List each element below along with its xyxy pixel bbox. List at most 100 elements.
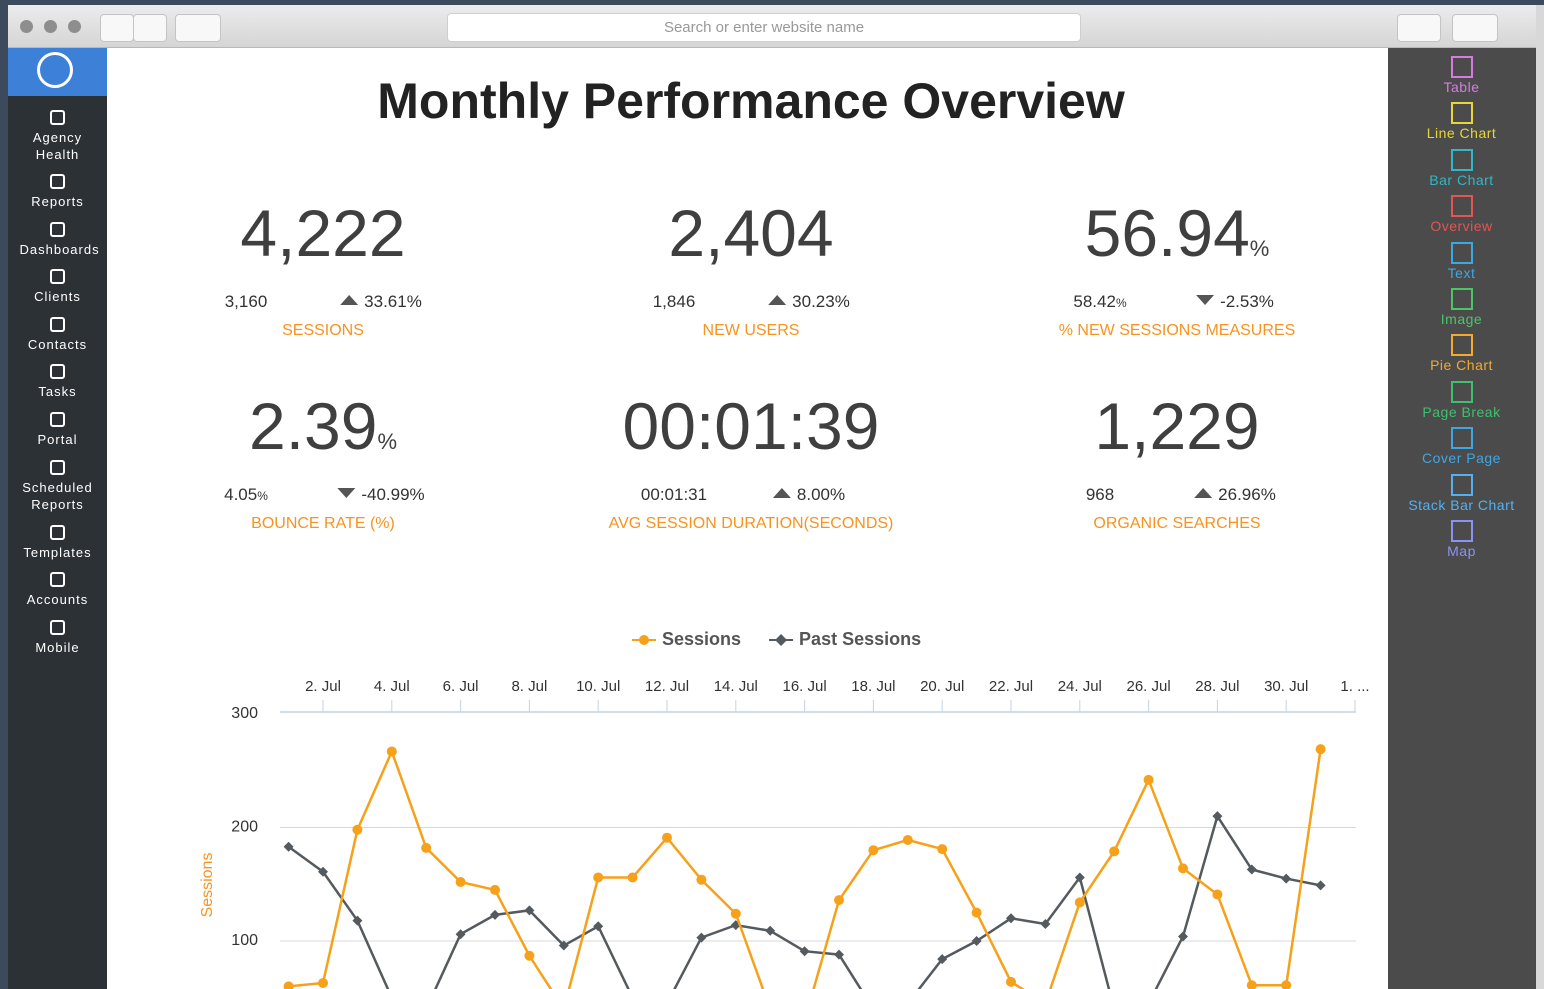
sidebar-item[interactable]: Templates	[8, 525, 107, 561]
metric-label: SESSIONS	[282, 322, 364, 339]
metric-previous: 58.42%	[1073, 292, 1126, 312]
widget-item[interactable]: Overview	[1388, 195, 1535, 234]
sidebar: Agency Health Reports Dashboards Clients Con…	[8, 48, 107, 989]
x-tick-label: 28. Jul	[1195, 678, 1239, 695]
sidebar-label: Portal	[37, 432, 78, 447]
data-point	[1109, 846, 1120, 857]
logo[interactable]	[8, 48, 107, 96]
change-value: -2.53%	[1220, 292, 1274, 311]
previous-unit: %	[1115, 296, 1127, 310]
data-point	[455, 929, 466, 940]
zoom-button[interactable]	[68, 20, 81, 33]
metric-label: AVG SESSION DURATION(SECONDS)	[608, 515, 894, 532]
widget-item[interactable]: Image	[1388, 288, 1535, 327]
widget-panel: Table Line Chart Bar Chart Overview Text Imag…	[1388, 48, 1535, 989]
sidebar-label: Contacts	[27, 337, 88, 352]
widget-icon	[1450, 102, 1473, 125]
sidebar-button[interactable]	[175, 14, 221, 42]
metric-change: -2.53%	[1196, 292, 1274, 312]
data-point	[868, 845, 879, 856]
metric-number: 2,404	[668, 196, 834, 270]
report-canvas	[107, 48, 1388, 989]
x-tick-label: 8. Jul	[511, 678, 547, 695]
legend-label: Past Sessions	[799, 629, 921, 649]
widget-item[interactable]: Page Break	[1388, 380, 1535, 420]
widget-item[interactable]: Stack Bar Chart	[1388, 473, 1535, 513]
widget-label: Overview	[1430, 218, 1493, 235]
data-point	[593, 872, 604, 883]
sidebar-label: Scheduled Reports	[22, 480, 93, 512]
data-point	[937, 844, 948, 855]
back-button[interactable]	[100, 14, 134, 42]
sidebar-item[interactable]: Reports	[8, 174, 107, 210]
sidebar-label: Reports	[31, 194, 84, 209]
data-point	[352, 915, 363, 926]
widget-item[interactable]: Bar Chart	[1388, 148, 1535, 188]
widget-icon	[1450, 520, 1473, 542]
sidebar-label: Clients	[34, 289, 81, 304]
data-point	[1074, 897, 1085, 908]
widget-icon	[1450, 427, 1473, 450]
trend-arrow	[1194, 488, 1213, 498]
widget-label: Map	[1447, 543, 1476, 559]
sidebar-item[interactable]: Contacts	[8, 317, 107, 353]
x-tick-label: 20. Jul	[920, 678, 964, 695]
metric-label: NEW USERS	[702, 322, 800, 339]
sidebar-icon	[50, 364, 65, 379]
metric-previous: 1,846	[653, 292, 696, 312]
sidebar-item[interactable]: Scheduled Reports	[8, 460, 107, 513]
sidebar-icon	[50, 412, 65, 427]
sidebar-item[interactable]: Mobile	[8, 620, 107, 656]
metric-change: 30.23%	[768, 292, 850, 312]
widget-item[interactable]: Table	[1388, 56, 1535, 95]
data-point	[1246, 980, 1257, 989]
widget-item[interactable]: Text	[1388, 241, 1535, 281]
sidebar-icon	[50, 525, 65, 540]
metric-previous: 4.05%	[224, 485, 268, 505]
y-tick-label: 100	[231, 932, 258, 949]
address-bar[interactable]: Search or enter website name	[447, 13, 1081, 42]
x-tick-label: 14. Jul	[714, 678, 758, 695]
widget-label: Table	[1443, 79, 1480, 95]
x-tick-label: 22. Jul	[989, 678, 1033, 695]
metric-value: 1,229	[967, 393, 1387, 459]
forward-button[interactable]	[133, 14, 167, 42]
data-point	[1315, 880, 1326, 891]
x-tick-label: 2. Jul	[305, 678, 341, 695]
data-point	[765, 925, 776, 936]
widget-icon	[1450, 56, 1473, 78]
legend-label: Sessions	[662, 629, 741, 649]
widget-label: Page Break	[1422, 403, 1501, 420]
trend-arrow	[772, 488, 791, 498]
x-tick-label: 18. Jul	[851, 678, 895, 695]
trend-arrow	[337, 488, 356, 498]
download-button[interactable]	[1452, 14, 1498, 42]
window-edge	[1536, 5, 1544, 989]
change-value: 26.96%	[1218, 485, 1276, 504]
data-point	[593, 921, 604, 932]
sidebar-icon	[50, 269, 65, 284]
close-button[interactable]	[20, 20, 33, 33]
sidebar-item[interactable]: Accounts	[8, 572, 107, 608]
data-point	[902, 834, 913, 845]
data-point	[490, 909, 500, 920]
widget-item[interactable]: Line Chart	[1388, 102, 1535, 141]
data-point	[1212, 889, 1223, 900]
sidebar-item[interactable]: Dashboards	[8, 222, 107, 258]
share-button[interactable]	[1397, 14, 1441, 42]
metric-value: 4,222	[113, 200, 533, 266]
metric-number: 00:01:39	[622, 389, 880, 463]
y-tick-label: 300	[231, 705, 258, 722]
widget-item[interactable]: Pie Chart	[1388, 334, 1535, 373]
sidebar-item[interactable]: Portal	[8, 412, 107, 448]
sidebar-item[interactable]: Tasks	[8, 364, 107, 400]
data-point	[834, 895, 844, 906]
sidebar-item[interactable]: Clients	[8, 269, 107, 305]
sidebar-icon	[50, 222, 65, 237]
widget-item[interactable]: Cover Page	[1388, 427, 1535, 466]
sidebar-item[interactable]: Agency Health	[8, 110, 107, 163]
widget-item[interactable]: Map	[1388, 520, 1535, 559]
minimize-button[interactable]	[44, 20, 57, 33]
data-point	[558, 940, 569, 951]
data-point	[1006, 976, 1016, 987]
